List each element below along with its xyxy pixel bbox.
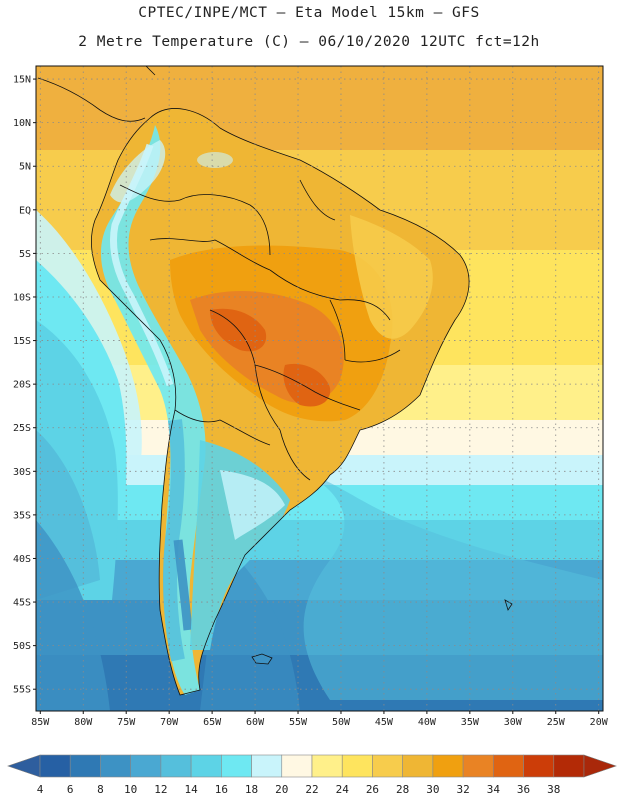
colorbar-swatch xyxy=(281,754,313,778)
colorbar-tick-label: 6 xyxy=(67,783,74,796)
latitude-label: 15N xyxy=(13,75,31,86)
colorbar-swatch xyxy=(39,754,71,778)
latitude-label: 25S xyxy=(13,423,31,434)
latitude-label: 5S xyxy=(19,249,31,260)
country-borders xyxy=(90,108,470,696)
colorbar-under-arrow xyxy=(7,754,41,778)
colorbar-swatch xyxy=(372,754,403,778)
latitude-label: 10N xyxy=(13,118,31,129)
longitude-label: 40W xyxy=(418,717,437,728)
graticule xyxy=(36,66,603,711)
colorbar-tick-label: 38 xyxy=(547,783,560,796)
colorbar xyxy=(7,754,617,778)
latitude-label: 45S xyxy=(13,598,31,609)
colorbar-tick-label: 18 xyxy=(245,783,258,796)
map-title-line1: CPTEC/INPE/MCT — Eta Model 15km — GFS xyxy=(138,5,480,21)
longitude-label: 25W xyxy=(547,717,566,728)
map-frame xyxy=(35,65,604,712)
colorbar-swatch xyxy=(130,754,162,778)
longitude-labels: 85W 80W 75W 70W 65W 60W 55W 50W 45W 40W 35W 30W 25W 2… xyxy=(31,711,609,728)
latitude-label: 10S xyxy=(13,292,31,303)
longitude-label: 20W xyxy=(590,717,609,728)
colorbar-tick-label: 24 xyxy=(336,783,350,796)
longitude-label: 70W xyxy=(160,717,179,728)
longitude-label: 60W xyxy=(246,717,265,728)
colorbar-swatch xyxy=(251,754,283,778)
colorbar-swatch xyxy=(69,754,101,778)
latitude-label: 55S xyxy=(13,685,31,696)
latitude-label: 30S xyxy=(13,467,31,478)
map-title-line2: 2 Metre Temperature (C) — 06/10/2020 12U… xyxy=(78,34,540,50)
colorbar-swatch xyxy=(311,754,343,778)
latitude-label: 5N xyxy=(19,162,31,173)
longitude-label: 65W xyxy=(203,717,222,728)
colorbar-swatch xyxy=(402,754,434,778)
colorbar-swatch xyxy=(221,754,252,778)
colorbar-tick-label: 34 xyxy=(487,783,501,796)
latitude-label: 50S xyxy=(13,641,31,652)
colorbar-swatch xyxy=(160,754,192,778)
latitude-label: 15S xyxy=(13,336,31,347)
colorbar-tick-label: 16 xyxy=(215,783,228,796)
longitude-label: 80W xyxy=(74,717,93,728)
longitude-label: 45W xyxy=(375,717,394,728)
longitude-label: 55W xyxy=(289,717,308,728)
colorbar-tick-label: 14 xyxy=(184,783,198,796)
colorbar-swatch xyxy=(553,754,585,778)
colorbar-tick-label: 26 xyxy=(366,783,379,796)
colorbar-tick-label: 30 xyxy=(426,783,439,796)
colorbar-tick-label: 20 xyxy=(275,783,288,796)
latitude-label: 20S xyxy=(13,380,31,391)
colorbar-tick-label: 28 xyxy=(396,783,409,796)
colorbar-tick-label: 4 xyxy=(37,783,44,796)
longitude-label: 85W xyxy=(31,717,50,728)
colorbar-labels: 4 6 8 10 12 14 16 18 20 22 24 26 28 30 32 34 36 38 xyxy=(37,783,561,796)
latitude-labels: 15N 10N 5N EQ 5S 10S 15S 20S 25S 30S 35S 40S 45S 50S 5… xyxy=(13,75,36,696)
latitude-label: 40S xyxy=(13,554,31,565)
longitude-label: 75W xyxy=(117,717,136,728)
latitude-label: EQ xyxy=(19,205,31,216)
colorbar-tick-label: 10 xyxy=(124,783,137,796)
longitude-label: 35W xyxy=(461,717,480,728)
colorbar-swatch xyxy=(523,754,555,778)
colorbar-swatch xyxy=(493,754,524,778)
colorbar-over-arrow xyxy=(583,754,617,778)
colorbar-swatch xyxy=(341,754,373,778)
colorbar-tick-label: 12 xyxy=(154,783,167,796)
colorbar-swatch xyxy=(462,754,494,778)
map-field xyxy=(36,66,603,711)
longitude-label: 30W xyxy=(504,717,523,728)
colorbar-swatch xyxy=(432,754,464,778)
colorbar-swatch xyxy=(100,754,131,778)
longitude-label: 50W xyxy=(332,717,351,728)
colorbar-tick-label: 22 xyxy=(305,783,318,796)
colorbar-swatch xyxy=(190,754,222,778)
colorbar-tick-label: 32 xyxy=(456,783,469,796)
colorbar-tick-label: 36 xyxy=(517,783,530,796)
latitude-label: 35S xyxy=(13,510,31,521)
colorbar-tick-label: 8 xyxy=(97,783,104,796)
